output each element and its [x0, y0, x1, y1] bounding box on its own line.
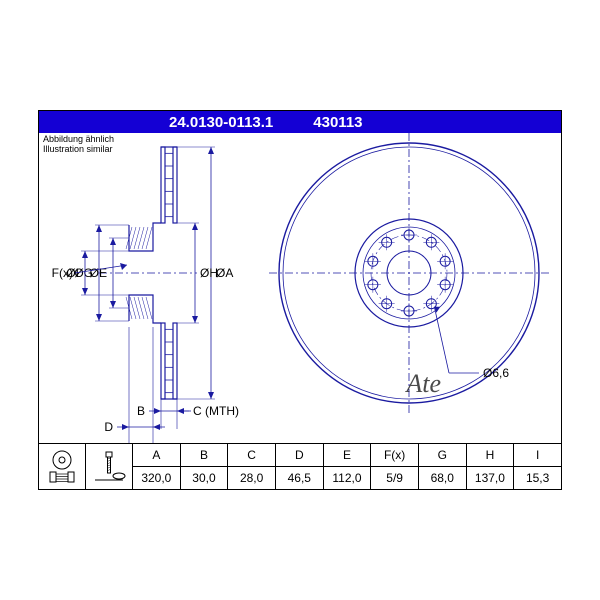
- val-F(x): 5/9: [371, 467, 419, 490]
- technical-drawing: Ø6,6ØAØHØGØEØIF(x)BDC (MTH): [39, 133, 561, 443]
- val-H: 137,0: [466, 467, 514, 490]
- svg-text:ØH: ØH: [200, 266, 218, 280]
- col-D: D: [275, 444, 323, 467]
- col-G: G: [418, 444, 466, 467]
- svg-text:D: D: [104, 420, 113, 434]
- col-I: I: [514, 444, 562, 467]
- col-F(x): F(x): [371, 444, 419, 467]
- val-A: 320,0: [133, 467, 181, 490]
- val-G: 68,0: [418, 467, 466, 490]
- short-code: 430113: [273, 114, 362, 131]
- val-B: 30,0: [180, 467, 228, 490]
- svg-text:B: B: [137, 404, 145, 418]
- val-D: 46,5: [275, 467, 323, 490]
- col-C: C: [228, 444, 276, 467]
- col-B: B: [180, 444, 228, 467]
- svg-text:Ø6,6: Ø6,6: [483, 366, 509, 380]
- dimensions-table: ABCDEF(x)GHI 320,030,028,046,5112,05/968…: [38, 443, 562, 490]
- header-bar: 24.0130-0113.1 430113: [39, 111, 561, 133]
- col-E: E: [323, 444, 371, 467]
- val-C: 28,0: [228, 467, 276, 490]
- col-H: H: [466, 444, 514, 467]
- col-A: A: [133, 444, 181, 467]
- vent-rotor-icon: [39, 444, 86, 490]
- brand-logo: Ate: [406, 369, 441, 399]
- bolt-icon: [86, 444, 133, 490]
- svg-text:ØA: ØA: [216, 266, 233, 280]
- svg-text:C (MTH): C (MTH): [193, 404, 239, 418]
- svg-text:F(x): F(x): [52, 266, 73, 280]
- val-I: 15,3: [514, 467, 562, 490]
- part-number: 24.0130-0113.1: [39, 114, 273, 131]
- spec-card: 24.0130-0113.1 430113 Abbildung ähnlich …: [38, 110, 562, 490]
- val-E: 112,0: [323, 467, 371, 490]
